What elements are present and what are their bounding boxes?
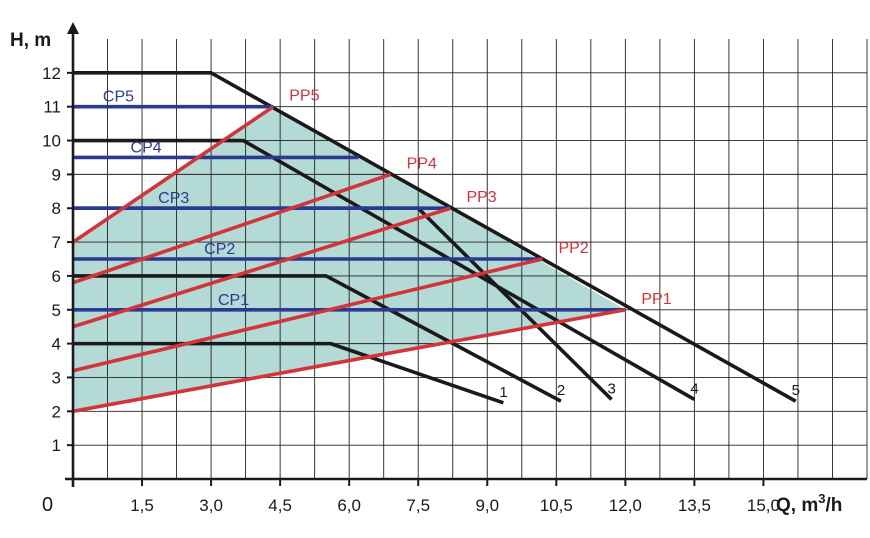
x-axis-title: Q, m3/h: [776, 491, 842, 516]
y-tick-label: 6: [52, 267, 61, 286]
proportional-pressure-label-PP3: PP3: [466, 189, 496, 206]
constant-pressure-label-CP5: CP5: [103, 89, 134, 106]
origin-label: 0: [42, 494, 53, 516]
speed-curve-1: [73, 341, 504, 405]
y-tick-label: 7: [52, 233, 61, 252]
proportional-pressure-line-PP3: [72, 206, 451, 329]
proportional-pressure-label-PP2: PP2: [558, 240, 588, 257]
y-tick-label: 3: [52, 368, 61, 387]
proportional-pressure-label-PP4: PP4: [407, 155, 437, 172]
speed-curve-label-5: 5: [792, 382, 800, 399]
y-tick-label: 11: [43, 98, 61, 117]
x-tick-label: 9,0: [475, 496, 499, 515]
speed-curve-5: [73, 71, 797, 403]
x-tick-label: 7,5: [406, 496, 430, 515]
x-tick-label: 10,5: [540, 496, 573, 515]
constant-pressure-label-CP3: CP3: [158, 190, 189, 207]
y-tick-label: 10: [42, 132, 61, 151]
y-tick-label: 12: [42, 64, 61, 83]
x-axis-title-tail: /h: [825, 495, 842, 516]
y-tick-label: 1: [52, 436, 61, 455]
x-tick-label: 4,5: [268, 496, 292, 515]
speed-curve-label-3: 3: [608, 380, 616, 397]
proportional-pressure-label-PP5: PP5: [289, 88, 319, 105]
x-tick-label: 13,5: [678, 496, 711, 515]
proportional-pressure-layer: [71, 105, 626, 414]
speed-curve-label-4: 4: [690, 380, 698, 397]
y-tick-label: 9: [52, 165, 61, 184]
y-tick-label: 4: [52, 335, 61, 354]
y-axis-title: H, m: [10, 30, 51, 51]
y-tick-label: 5: [52, 301, 61, 320]
constant-pressure-label-CP2: CP2: [204, 241, 235, 258]
x-tick-label: 3,0: [199, 496, 223, 515]
speed-curve-label-2: 2: [557, 382, 565, 399]
x-tick-label: 6,0: [337, 496, 361, 515]
y-axis-arrow: [67, 22, 79, 34]
speed-curve-4: [73, 138, 696, 402]
labels-layer: 1 2 3 4 5 CP1 CP2 CP3 CP4 CP5 PP1 PP2 PP3 PP4 PP5: [103, 88, 800, 401]
proportional-pressure-line-PP2: [72, 257, 543, 373]
x-axis-title-main: Q, m: [776, 495, 818, 516]
proportional-pressure-line-PP1: [72, 307, 626, 414]
constant-pressure-layer: [73, 104, 626, 312]
y-tick-label: 8: [52, 199, 61, 218]
x-tick-label: 15,0: [747, 496, 780, 515]
proportional-pressure-line-PP4: [72, 172, 392, 285]
speed-curve-label-1: 1: [499, 384, 507, 401]
x-tick-label: 12,0: [609, 496, 642, 515]
constant-pressure-label-CP1: CP1: [218, 292, 249, 309]
x-axis-title-sup: 3: [818, 491, 825, 506]
proportional-pressure-line-PP5: [71, 105, 275, 244]
proportional-pressure-label-PP1: PP1: [641, 291, 671, 308]
constant-pressure-label-CP4: CP4: [131, 139, 162, 156]
speed-curve-2: [73, 274, 562, 403]
x-tick-label: 1,5: [130, 496, 154, 515]
y-tick-label: 2: [52, 402, 61, 421]
